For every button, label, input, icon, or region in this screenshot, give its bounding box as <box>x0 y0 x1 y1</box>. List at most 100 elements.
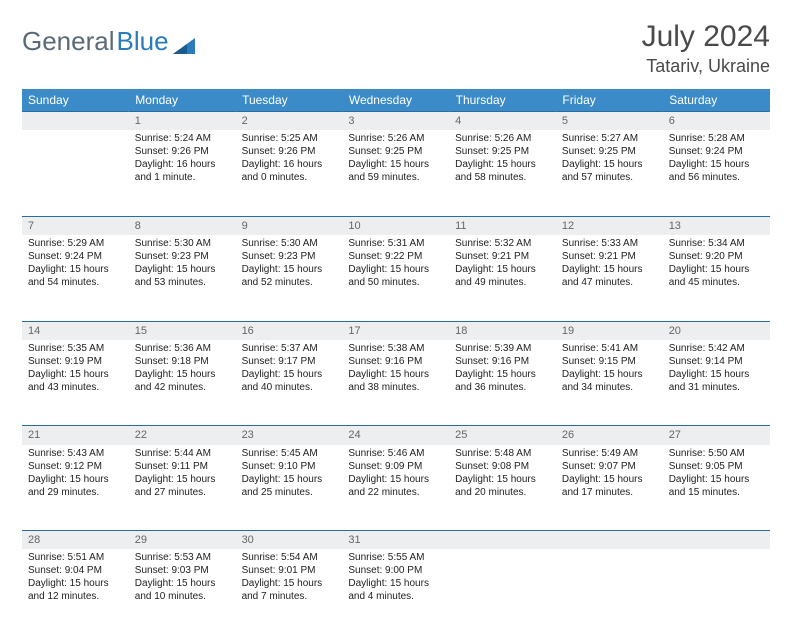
sunset-text: Sunset: 9:11 PM <box>135 460 230 473</box>
day-info: Sunrise: 5:51 AMSunset: 9:04 PMDaylight:… <box>22 549 129 607</box>
day-number: 11 <box>449 216 556 235</box>
sunset-text: Sunset: 9:24 PM <box>28 250 123 263</box>
day-cell: Sunrise: 5:41 AMSunset: 9:15 PMDaylight:… <box>556 340 663 426</box>
day-cell: Sunrise: 5:53 AMSunset: 9:03 PMDaylight:… <box>129 549 236 635</box>
day-cell: Sunrise: 5:34 AMSunset: 9:20 PMDaylight:… <box>663 235 770 321</box>
daylight-text: Daylight: 15 hours and 56 minutes. <box>669 158 764 184</box>
day-info: Sunrise: 5:28 AMSunset: 9:24 PMDaylight:… <box>663 130 770 188</box>
location-label: Tatariv, Ukraine <box>642 56 770 77</box>
day-info: Sunrise: 5:27 AMSunset: 9:25 PMDaylight:… <box>556 130 663 188</box>
sunrise-text: Sunrise: 5:49 AM <box>562 447 657 460</box>
sunrise-text: Sunrise: 5:38 AM <box>348 342 443 355</box>
daylight-text: Daylight: 15 hours and 20 minutes. <box>455 473 550 499</box>
daylight-text: Daylight: 15 hours and 47 minutes. <box>562 263 657 289</box>
day-cell: Sunrise: 5:45 AMSunset: 9:10 PMDaylight:… <box>236 445 343 531</box>
daylight-text: Daylight: 15 hours and 42 minutes. <box>135 368 230 394</box>
day-cell: Sunrise: 5:44 AMSunset: 9:11 PMDaylight:… <box>129 445 236 531</box>
sunset-text: Sunset: 9:10 PM <box>242 460 337 473</box>
day-cell: Sunrise: 5:55 AMSunset: 9:00 PMDaylight:… <box>342 549 449 635</box>
sunrise-text: Sunrise: 5:39 AM <box>455 342 550 355</box>
daylight-text: Daylight: 15 hours and 40 minutes. <box>242 368 337 394</box>
title-block: July 2024 Tatariv, Ukraine <box>642 20 770 77</box>
sunset-text: Sunset: 9:25 PM <box>562 145 657 158</box>
daylight-text: Daylight: 15 hours and 49 minutes. <box>455 263 550 289</box>
daylight-text: Daylight: 15 hours and 54 minutes. <box>28 263 123 289</box>
day-number: 8 <box>129 216 236 235</box>
day-info: Sunrise: 5:53 AMSunset: 9:03 PMDaylight:… <box>129 549 236 607</box>
logo-triangle-icon <box>173 32 195 52</box>
day-number: 2 <box>236 112 343 131</box>
day-cell: Sunrise: 5:33 AMSunset: 9:21 PMDaylight:… <box>556 235 663 321</box>
weekday-header: Tuesday <box>236 89 343 112</box>
daylight-text: Daylight: 16 hours and 1 minute. <box>135 158 230 184</box>
sunset-text: Sunset: 9:26 PM <box>135 145 230 158</box>
calendar-body: 123456Sunrise: 5:24 AMSunset: 9:26 PMDay… <box>22 112 770 635</box>
sunrise-text: Sunrise: 5:44 AM <box>135 447 230 460</box>
day-number-row: 14151617181920 <box>22 321 770 340</box>
sunset-text: Sunset: 9:00 PM <box>348 564 443 577</box>
day-info: Sunrise: 5:31 AMSunset: 9:22 PMDaylight:… <box>342 235 449 293</box>
day-cell: Sunrise: 5:35 AMSunset: 9:19 PMDaylight:… <box>22 340 129 426</box>
day-cell: Sunrise: 5:31 AMSunset: 9:22 PMDaylight:… <box>342 235 449 321</box>
sunrise-text: Sunrise: 5:33 AM <box>562 237 657 250</box>
weekday-header: Monday <box>129 89 236 112</box>
day-cell: Sunrise: 5:36 AMSunset: 9:18 PMDaylight:… <box>129 340 236 426</box>
day-number <box>663 531 770 550</box>
sunset-text: Sunset: 9:18 PM <box>135 355 230 368</box>
day-number: 21 <box>22 426 129 445</box>
sunrise-text: Sunrise: 5:27 AM <box>562 132 657 145</box>
logo-text-2: Blue <box>117 26 169 57</box>
day-cell: Sunrise: 5:27 AMSunset: 9:25 PMDaylight:… <box>556 130 663 216</box>
sunset-text: Sunset: 9:03 PM <box>135 564 230 577</box>
day-number: 17 <box>342 321 449 340</box>
month-title: July 2024 <box>642 20 770 54</box>
daylight-text: Daylight: 15 hours and 58 minutes. <box>455 158 550 184</box>
weekday-header-row: Sunday Monday Tuesday Wednesday Thursday… <box>22 89 770 112</box>
day-number: 24 <box>342 426 449 445</box>
daylight-text: Daylight: 15 hours and 43 minutes. <box>28 368 123 394</box>
sunrise-text: Sunrise: 5:45 AM <box>242 447 337 460</box>
sunset-text: Sunset: 9:16 PM <box>348 355 443 368</box>
sunrise-text: Sunrise: 5:35 AM <box>28 342 123 355</box>
day-content-row: Sunrise: 5:51 AMSunset: 9:04 PMDaylight:… <box>22 549 770 635</box>
day-number <box>556 531 663 550</box>
daylight-text: Daylight: 15 hours and 10 minutes. <box>135 577 230 603</box>
day-info: Sunrise: 5:24 AMSunset: 9:26 PMDaylight:… <box>129 130 236 188</box>
sunrise-text: Sunrise: 5:29 AM <box>28 237 123 250</box>
sunset-text: Sunset: 9:26 PM <box>242 145 337 158</box>
day-number: 3 <box>342 112 449 131</box>
day-info: Sunrise: 5:43 AMSunset: 9:12 PMDaylight:… <box>22 445 129 503</box>
weekday-header: Wednesday <box>342 89 449 112</box>
sunset-text: Sunset: 9:08 PM <box>455 460 550 473</box>
daylight-text: Daylight: 15 hours and 25 minutes. <box>242 473 337 499</box>
day-info: Sunrise: 5:50 AMSunset: 9:05 PMDaylight:… <box>663 445 770 503</box>
day-info: Sunrise: 5:26 AMSunset: 9:25 PMDaylight:… <box>449 130 556 188</box>
day-number: 12 <box>556 216 663 235</box>
day-cell <box>556 549 663 635</box>
sunrise-text: Sunrise: 5:42 AM <box>669 342 764 355</box>
daylight-text: Daylight: 15 hours and 29 minutes. <box>28 473 123 499</box>
day-info: Sunrise: 5:34 AMSunset: 9:20 PMDaylight:… <box>663 235 770 293</box>
sunrise-text: Sunrise: 5:31 AM <box>348 237 443 250</box>
daylight-text: Daylight: 16 hours and 0 minutes. <box>242 158 337 184</box>
day-number: 5 <box>556 112 663 131</box>
sunset-text: Sunset: 9:24 PM <box>669 145 764 158</box>
calendar-page: GeneralBlue July 2024 Tatariv, Ukraine S… <box>0 0 792 635</box>
weekday-header: Sunday <box>22 89 129 112</box>
day-number: 6 <box>663 112 770 131</box>
sunrise-text: Sunrise: 5:26 AM <box>455 132 550 145</box>
day-info: Sunrise: 5:46 AMSunset: 9:09 PMDaylight:… <box>342 445 449 503</box>
daylight-text: Daylight: 15 hours and 45 minutes. <box>669 263 764 289</box>
day-cell: Sunrise: 5:32 AMSunset: 9:21 PMDaylight:… <box>449 235 556 321</box>
weekday-header: Friday <box>556 89 663 112</box>
weekday-header: Thursday <box>449 89 556 112</box>
day-number: 23 <box>236 426 343 445</box>
daylight-text: Daylight: 15 hours and 57 minutes. <box>562 158 657 184</box>
day-info: Sunrise: 5:32 AMSunset: 9:21 PMDaylight:… <box>449 235 556 293</box>
daylight-text: Daylight: 15 hours and 17 minutes. <box>562 473 657 499</box>
day-info: Sunrise: 5:29 AMSunset: 9:24 PMDaylight:… <box>22 235 129 293</box>
day-cell: Sunrise: 5:24 AMSunset: 9:26 PMDaylight:… <box>129 130 236 216</box>
day-content-row: Sunrise: 5:29 AMSunset: 9:24 PMDaylight:… <box>22 235 770 321</box>
day-info: Sunrise: 5:36 AMSunset: 9:18 PMDaylight:… <box>129 340 236 398</box>
daylight-text: Daylight: 15 hours and 12 minutes. <box>28 577 123 603</box>
